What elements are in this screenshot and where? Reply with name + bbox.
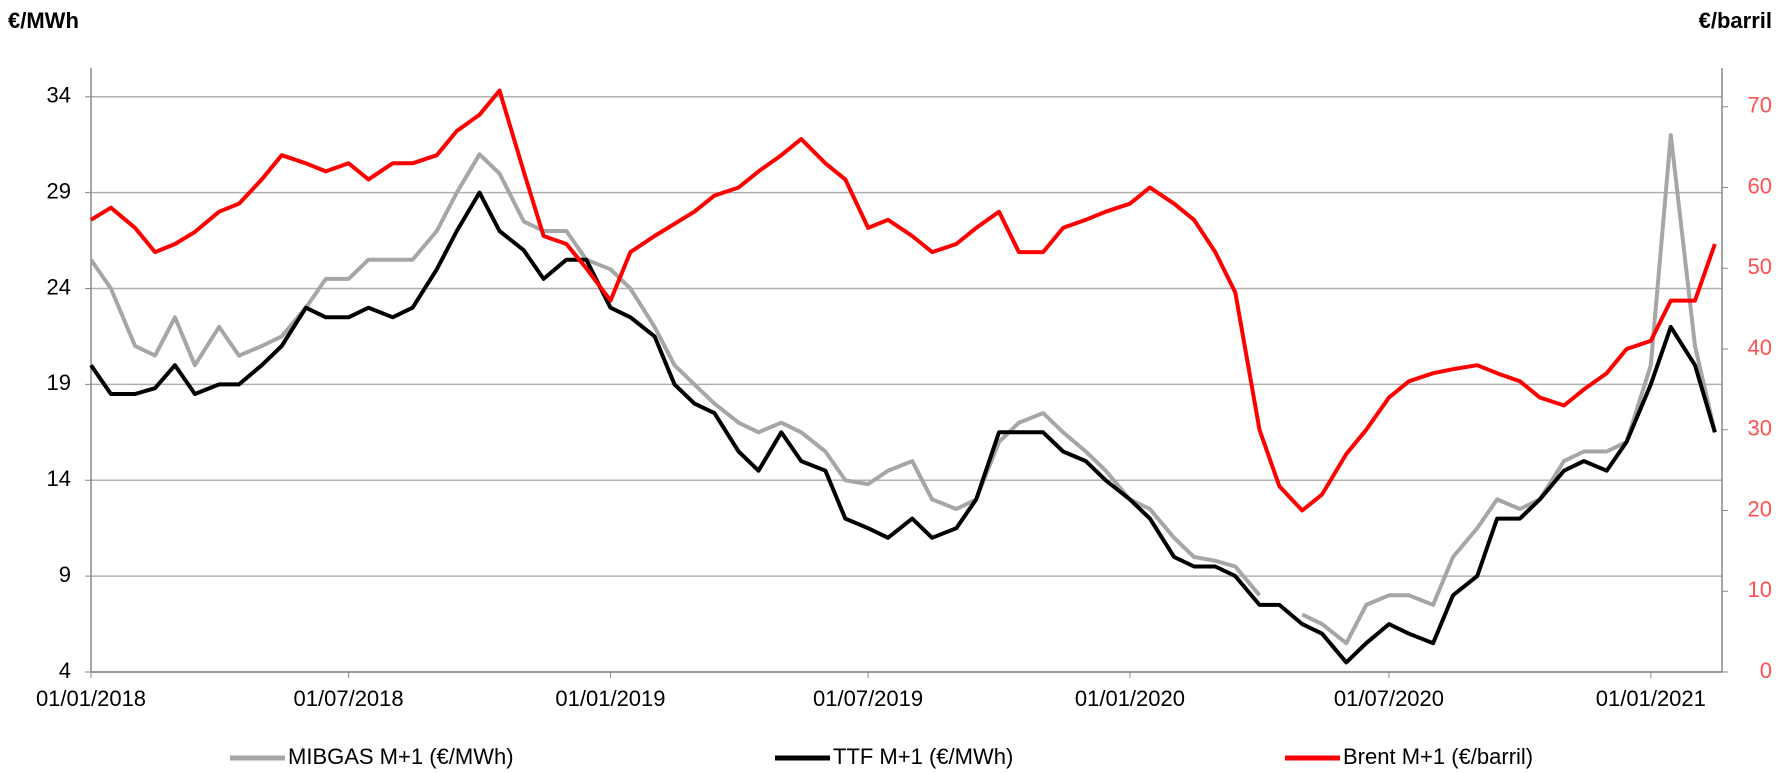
legend-label: MIBGAS M+1 (€/MWh) [288,744,514,769]
y2-tick-label: 0 [1760,658,1772,683]
legend-label: TTF M+1 (€/MWh) [833,744,1013,769]
y2-tick-label: 60 [1748,173,1772,198]
x-tick-label: 01/01/2020 [1075,686,1185,711]
y2-tick-label: 10 [1748,577,1772,602]
y2-tick-label: 50 [1748,254,1772,279]
y-axis-title: €/MWh [8,8,79,33]
x-tick-label: 01/01/2018 [36,686,146,711]
y2-axis-title: €/barril [1699,8,1772,33]
y2-tick-label: 30 [1748,416,1772,441]
x-tick-label: 01/01/2019 [555,686,665,711]
y2-tick-label: 40 [1748,335,1772,360]
x-tick-label: 01/07/2018 [294,686,404,711]
y2-tick-label: 20 [1748,496,1772,521]
x-tick-label: 01/07/2020 [1334,686,1444,711]
y-tick-label: 19 [47,370,71,395]
series-line [89,88,1717,513]
series-line [89,133,1717,646]
y-tick-label: 9 [59,562,71,587]
y-tick-label: 4 [59,658,71,683]
x-tick-label: 01/01/2021 [1596,686,1706,711]
y-tick-label: 14 [47,466,71,491]
y-tick-label: 24 [47,274,71,299]
x-tick-label: 01/07/2019 [813,686,923,711]
legend-label: Brent M+1 (€/barril) [1343,744,1533,769]
y-tick-label: 29 [47,178,71,203]
series-line [89,190,1717,665]
y2-tick-label: 70 [1748,93,1772,118]
y-tick-label: 34 [47,83,71,108]
